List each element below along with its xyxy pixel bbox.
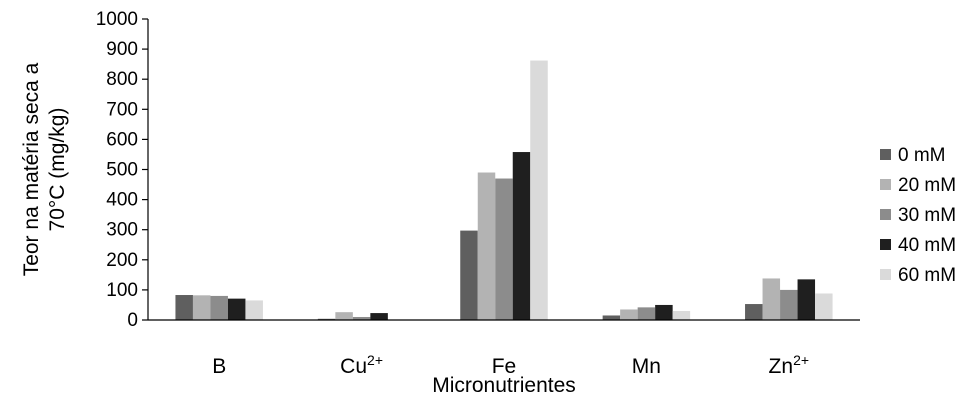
- legend-swatch: [880, 239, 891, 250]
- bar: [175, 295, 193, 320]
- y-tick-label: 800: [106, 69, 138, 90]
- x-category-base: Cu: [340, 355, 367, 378]
- legend-swatch: [880, 209, 891, 220]
- legend-label: 20 mM: [898, 175, 956, 196]
- bar: [495, 178, 513, 320]
- bar: [602, 315, 621, 320]
- legend-swatch: [880, 179, 891, 190]
- bar: [245, 300, 263, 320]
- x-category-base: Mn: [632, 355, 661, 378]
- y-tick-label: 100: [106, 280, 138, 301]
- x-category-label: B: [212, 355, 226, 378]
- legend-swatch: [880, 149, 891, 160]
- bar: [745, 304, 763, 320]
- bar: [637, 307, 656, 320]
- bar: [762, 278, 781, 320]
- bar: [530, 60, 548, 321]
- bar: [370, 313, 388, 320]
- y-tick-label: 300: [106, 220, 138, 241]
- legend-swatch: [880, 269, 891, 280]
- y-tick-label: 0: [127, 310, 138, 331]
- x-category-superscript: 2+: [793, 352, 809, 368]
- y-tick-label: 400: [106, 190, 138, 211]
- bar: [780, 289, 798, 320]
- legend-label: 0 mM: [898, 145, 946, 166]
- y-tick-label: 600: [106, 129, 138, 150]
- bar: [512, 152, 531, 320]
- x-category-superscript: 2+: [367, 352, 383, 368]
- bar: [797, 279, 816, 320]
- bar: [317, 318, 336, 320]
- y-tick-label: 900: [106, 39, 138, 60]
- y-axis-title-line: 70°C (mg/kg): [46, 108, 69, 232]
- y-tick-label: 200: [106, 250, 138, 271]
- bar: [672, 310, 691, 320]
- bar: [655, 304, 673, 320]
- bars: [175, 60, 833, 321]
- x-category-label: Mn: [632, 355, 661, 378]
- y-tick-label: 1000: [96, 9, 138, 30]
- bar: [352, 316, 371, 320]
- x-category-label: Fe: [492, 355, 517, 378]
- y-axis-title: Teor na matéria seca a 70°C (mg/kg): [20, 62, 69, 276]
- legend-label: 60 mM: [898, 265, 956, 286]
- y-axis-title-line: Teor na matéria seca a: [20, 62, 43, 276]
- x-category-label: Cu2+: [340, 352, 383, 378]
- x-category-base: Zn: [769, 355, 794, 378]
- bar: [477, 172, 496, 320]
- x-axis-categories: B Cu2+ Fe Mn Zn2+: [212, 352, 809, 378]
- y-tick-label: 500: [106, 160, 138, 181]
- bar: [815, 293, 833, 320]
- bar: [210, 295, 228, 320]
- bar: [192, 295, 211, 320]
- legend-label: 40 mM: [898, 235, 956, 256]
- bar: [620, 309, 638, 320]
- bar: [460, 230, 478, 320]
- x-axis-title: Micronutrientes: [432, 374, 576, 397]
- legend: 0 mM 20 mM 30 mM 40 mM 60 mM: [880, 145, 956, 286]
- x-category-base: Fe: [492, 355, 517, 378]
- y-tick-label: 700: [106, 99, 138, 120]
- bar: [335, 312, 353, 320]
- y-axis-ticks: 0 100 200 300 400 500 600 700 800 900 1000: [96, 9, 148, 331]
- x-category-base: B: [212, 355, 226, 378]
- legend-label: 30 mM: [898, 205, 956, 226]
- bar: [227, 298, 246, 320]
- x-category-label: Zn2+: [769, 352, 809, 378]
